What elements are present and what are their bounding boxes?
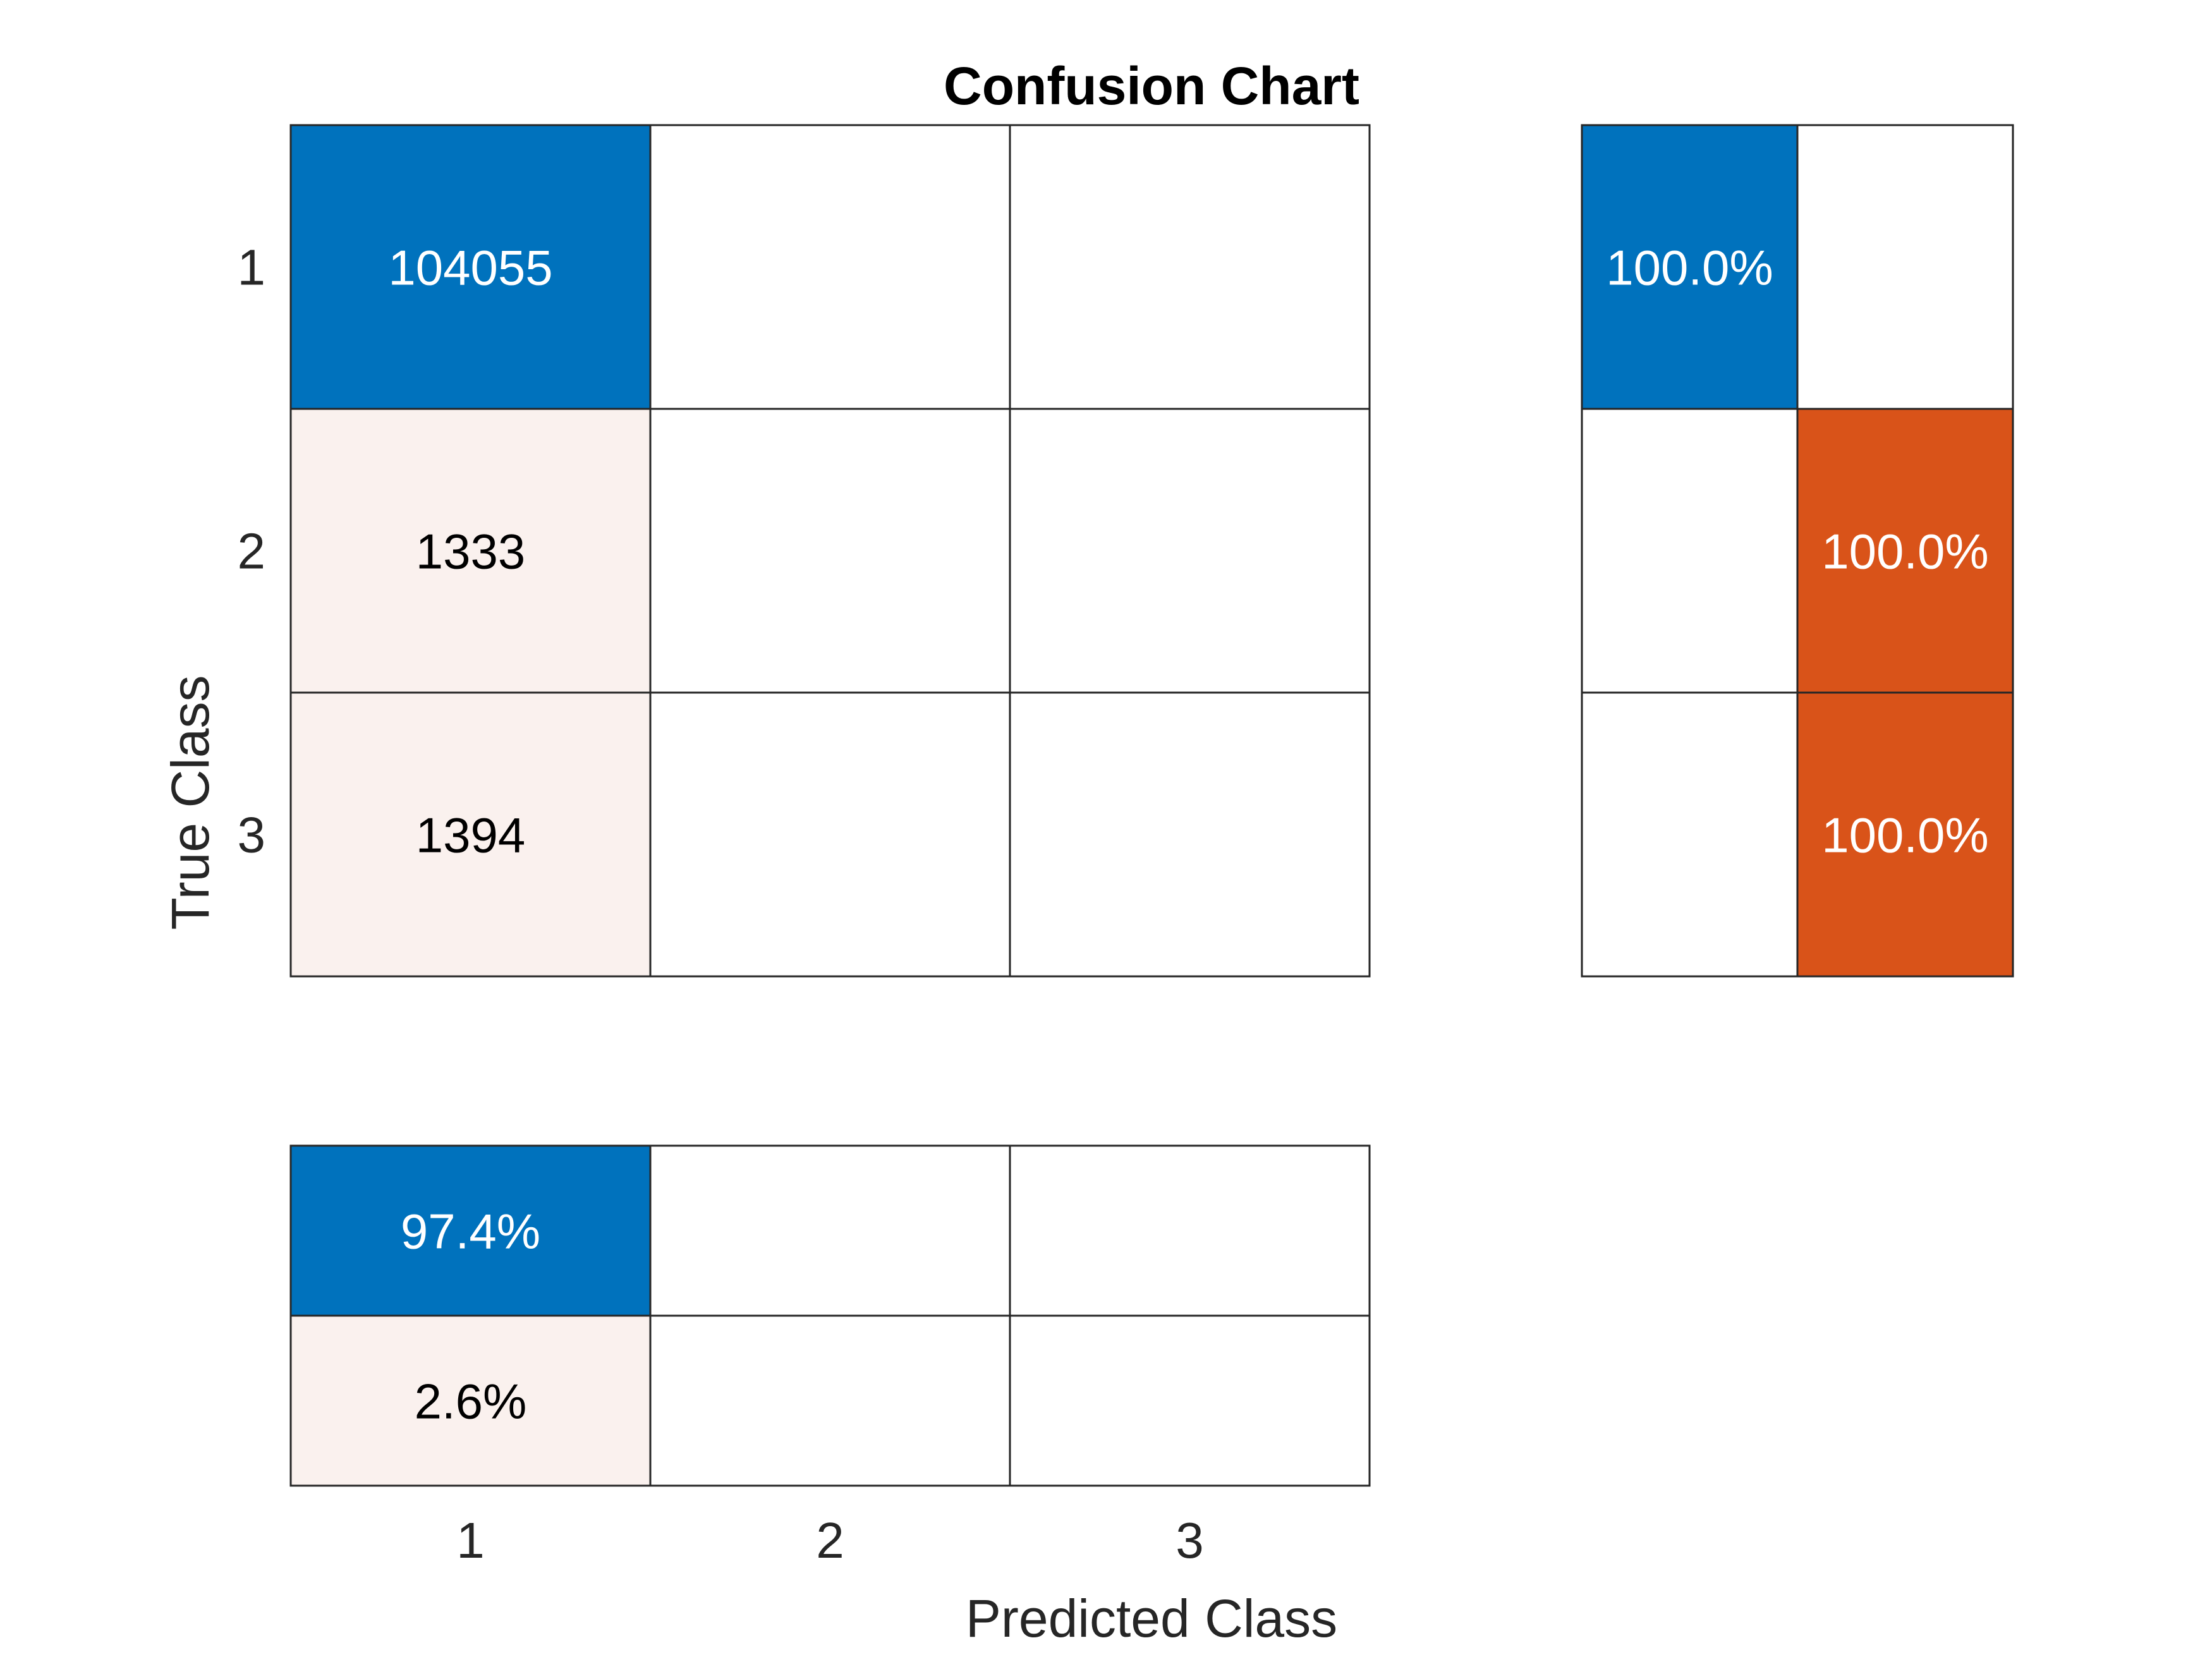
row-summary-cell [1796, 124, 2014, 410]
x-tick-label: 1 [456, 1512, 485, 1568]
matrix-cell-label: 1333 [416, 524, 526, 579]
row-summary-cell [1581, 408, 1799, 694]
x-tick-label: 2 [816, 1512, 844, 1568]
matrix-cell [649, 408, 1011, 694]
matrix-cell [649, 124, 1011, 410]
matrix-cell [289, 691, 652, 978]
chart-title: Confusion Chart [944, 56, 1359, 116]
row-summary-label: 100.0% [1821, 524, 1989, 579]
column-summary-cell [649, 1144, 1011, 1317]
y-tick-label: 1 [238, 240, 266, 296]
row-summary-cell [1581, 691, 1799, 978]
column-summary-cell [649, 1314, 1011, 1487]
matrix-cell [1009, 691, 1371, 978]
confusion-matrix: 104055 1333 1394 [289, 124, 1371, 978]
matrix-cell [649, 691, 1011, 978]
column-summary-cell [1009, 1144, 1371, 1317]
y-tick-labels: 1 2 3 [238, 240, 266, 863]
matrix-cell [1009, 408, 1371, 694]
y-tick-label: 2 [238, 523, 266, 579]
column-summary-label: 2.6% [415, 1374, 527, 1429]
row-summary-matrix: 100.0% 100.0% 100.0% [1581, 124, 2014, 978]
x-tick-labels: 1 2 3 [456, 1512, 1204, 1568]
matrix-cell [289, 408, 652, 694]
matrix-cell-label: 104055 [388, 240, 552, 296]
y-axis-label: True Class [161, 676, 220, 930]
row-summary-cell [1796, 408, 2014, 694]
y-tick-label: 3 [238, 807, 266, 863]
column-summary-matrix: 97.4% 2.6% [289, 1144, 1371, 1487]
row-summary-label: 100.0% [1821, 808, 1989, 863]
matrix-cell [1009, 124, 1371, 410]
matrix-cell [289, 124, 652, 410]
x-axis-label: Predicted Class [966, 1589, 1337, 1648]
row-summary-label: 100.0% [1606, 240, 1773, 296]
x-tick-label: 3 [1176, 1512, 1204, 1568]
column-summary-label: 97.4% [401, 1204, 540, 1259]
column-summary-cell [289, 1314, 652, 1487]
row-summary-cell [1796, 691, 2014, 978]
matrix-cell-label: 1394 [416, 808, 526, 863]
column-summary-cell [1009, 1314, 1371, 1487]
row-summary-cell [1581, 124, 1799, 410]
